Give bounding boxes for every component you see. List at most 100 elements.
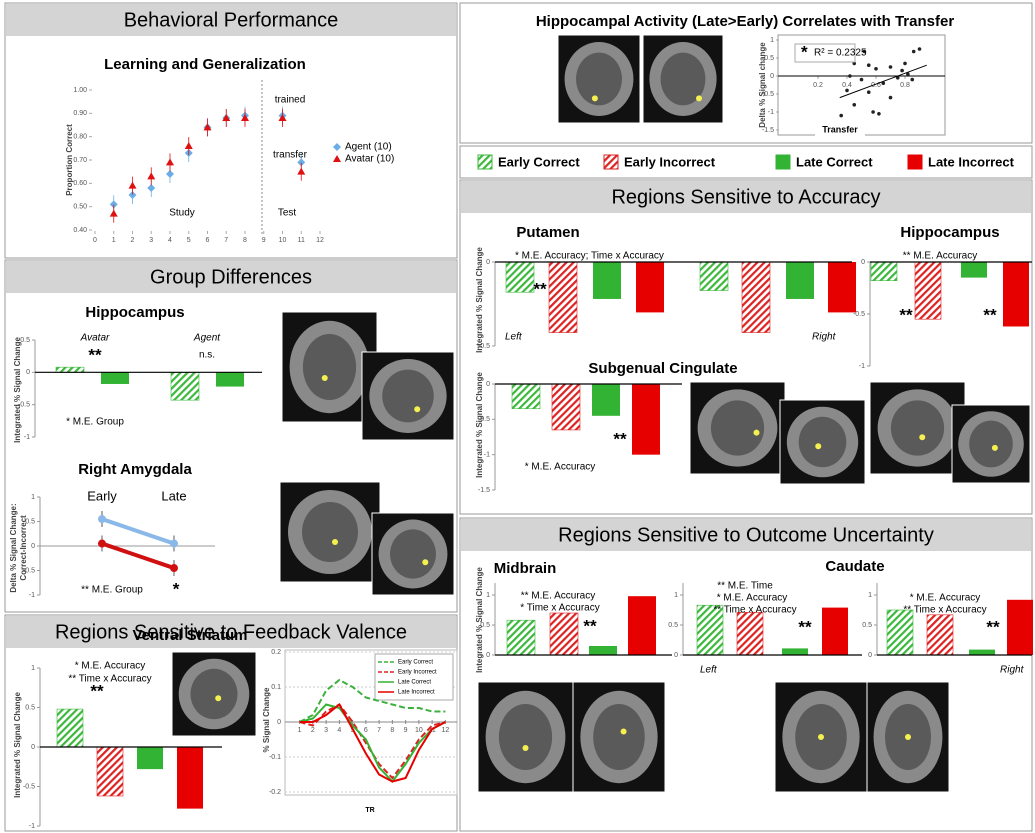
series-line: [102, 519, 174, 544]
legend-swatch: [604, 155, 618, 169]
annotation: *: [173, 579, 180, 598]
annotation: **: [533, 279, 547, 298]
data-point: [129, 182, 137, 189]
legend-swatch: [776, 155, 790, 169]
y-tick-label: 1.00: [73, 87, 87, 94]
legend-label: Late Incorrect: [928, 154, 1015, 169]
data-point: [867, 90, 871, 94]
bar: [512, 384, 540, 409]
bar: [550, 613, 578, 655]
bar: [552, 384, 580, 430]
y-tick-label: 0.60: [73, 180, 87, 187]
y-tick-label: 1: [31, 665, 35, 672]
section-header: Behavioral Performance: [124, 9, 339, 31]
chart-title: Learning and Generalization: [104, 56, 306, 73]
y-tick-label: 0: [277, 719, 281, 726]
y-tick-label: -1: [859, 363, 865, 370]
y-tick-label: 0.5: [25, 518, 35, 525]
section-header: Regions Sensitive to Accuracy: [611, 186, 880, 208]
y-tick-label: -0.5: [478, 343, 490, 350]
y-axis-label: Integrated % Signal Change: [475, 372, 484, 478]
x-tick-label: 9: [404, 727, 408, 734]
y-tick-label: -0.5: [853, 311, 865, 318]
activation-blob: [422, 559, 428, 565]
legend-swatch: [478, 155, 492, 169]
annotation: ** Time x Accuracy: [903, 605, 986, 616]
brain-inner: [969, 421, 1013, 468]
bar: [56, 367, 84, 372]
x-tick-label: 1: [298, 727, 302, 734]
annotation: **: [90, 681, 104, 700]
x-tick-label: 11: [298, 237, 305, 244]
y-tick-label: 1: [770, 37, 774, 44]
data-point: [839, 114, 843, 118]
x-tick-label: 1: [112, 237, 116, 244]
y-axis-label: Integrated % Signal Change: [475, 247, 484, 353]
annotation: Left: [700, 665, 718, 676]
chart-title: Midbrain: [494, 560, 557, 577]
data-point: [185, 142, 193, 149]
chart-title: Caudate: [825, 558, 884, 575]
bar: [737, 612, 763, 655]
annotation: * M.E. Accuracy: [525, 462, 596, 473]
bar: [97, 747, 123, 796]
y-tick-label: -0.5: [18, 402, 30, 409]
brain-inner: [302, 502, 358, 562]
x-tick-label: 12: [316, 237, 324, 244]
activation-blob: [414, 406, 420, 412]
legend-label: Late Correct: [796, 154, 873, 169]
data-point: [852, 103, 856, 107]
series-line: [300, 705, 446, 782]
x-tick-label: 6: [206, 237, 210, 244]
brain-inner: [799, 417, 847, 467]
activation-blob: [992, 445, 998, 451]
annotation: ** M.E. Time: [717, 581, 773, 592]
bar: [177, 747, 203, 809]
annotation: Right: [1000, 665, 1025, 676]
section-header: Regions Sensitive to Outcome Uncertainty: [558, 524, 934, 546]
brain-inner: [711, 400, 764, 455]
bar: [786, 262, 814, 299]
data-point: [110, 210, 118, 217]
x-tick-label: 4: [337, 727, 341, 734]
data-point: [166, 158, 174, 165]
y-tick-label: 0.5: [764, 55, 774, 62]
x-tick-label: 0: [93, 237, 97, 244]
y-tick-label: 0: [31, 543, 35, 550]
legend-label: Agent (10): [345, 142, 392, 153]
y-tick-label: 1: [486, 592, 490, 599]
legend-label: Late Incorrect: [398, 690, 435, 696]
legend-marker: [333, 155, 341, 162]
y-tick-label: 1: [674, 592, 678, 599]
y-tick-label: 1: [868, 592, 872, 599]
activation-blob: [215, 695, 221, 701]
data-point: [147, 172, 155, 179]
series-line: [102, 544, 174, 569]
data-point: [871, 110, 875, 114]
brain-inner: [382, 370, 434, 423]
bar: [742, 262, 770, 333]
data-point: [912, 50, 916, 54]
bar: [171, 372, 199, 400]
x-tick-label: 3: [149, 237, 153, 244]
annotation: * M.E. Accuracy: [75, 661, 146, 672]
bar: [506, 262, 534, 292]
data-point: [170, 540, 178, 548]
y-tick-label: -0.5: [23, 783, 35, 790]
y-tick-label: -1: [24, 434, 30, 441]
y-tick-label: 0.2: [271, 649, 281, 656]
category-label: Late: [161, 488, 186, 503]
annotation: **: [583, 616, 597, 635]
y-tick-label: 0: [486, 652, 490, 659]
y-axis-label: Integrated % Signal Change: [475, 567, 484, 673]
bar: [636, 262, 664, 312]
y-tick-label: 0: [26, 369, 30, 376]
legend-label: Early Correct: [398, 660, 433, 666]
y-tick-label: 0: [31, 744, 35, 751]
data-point: [889, 96, 893, 100]
data-point: [918, 47, 922, 51]
bar: [507, 620, 535, 655]
annotation: **: [899, 305, 913, 324]
section-header: Group Differences: [150, 266, 312, 288]
brain-inner: [891, 400, 944, 455]
